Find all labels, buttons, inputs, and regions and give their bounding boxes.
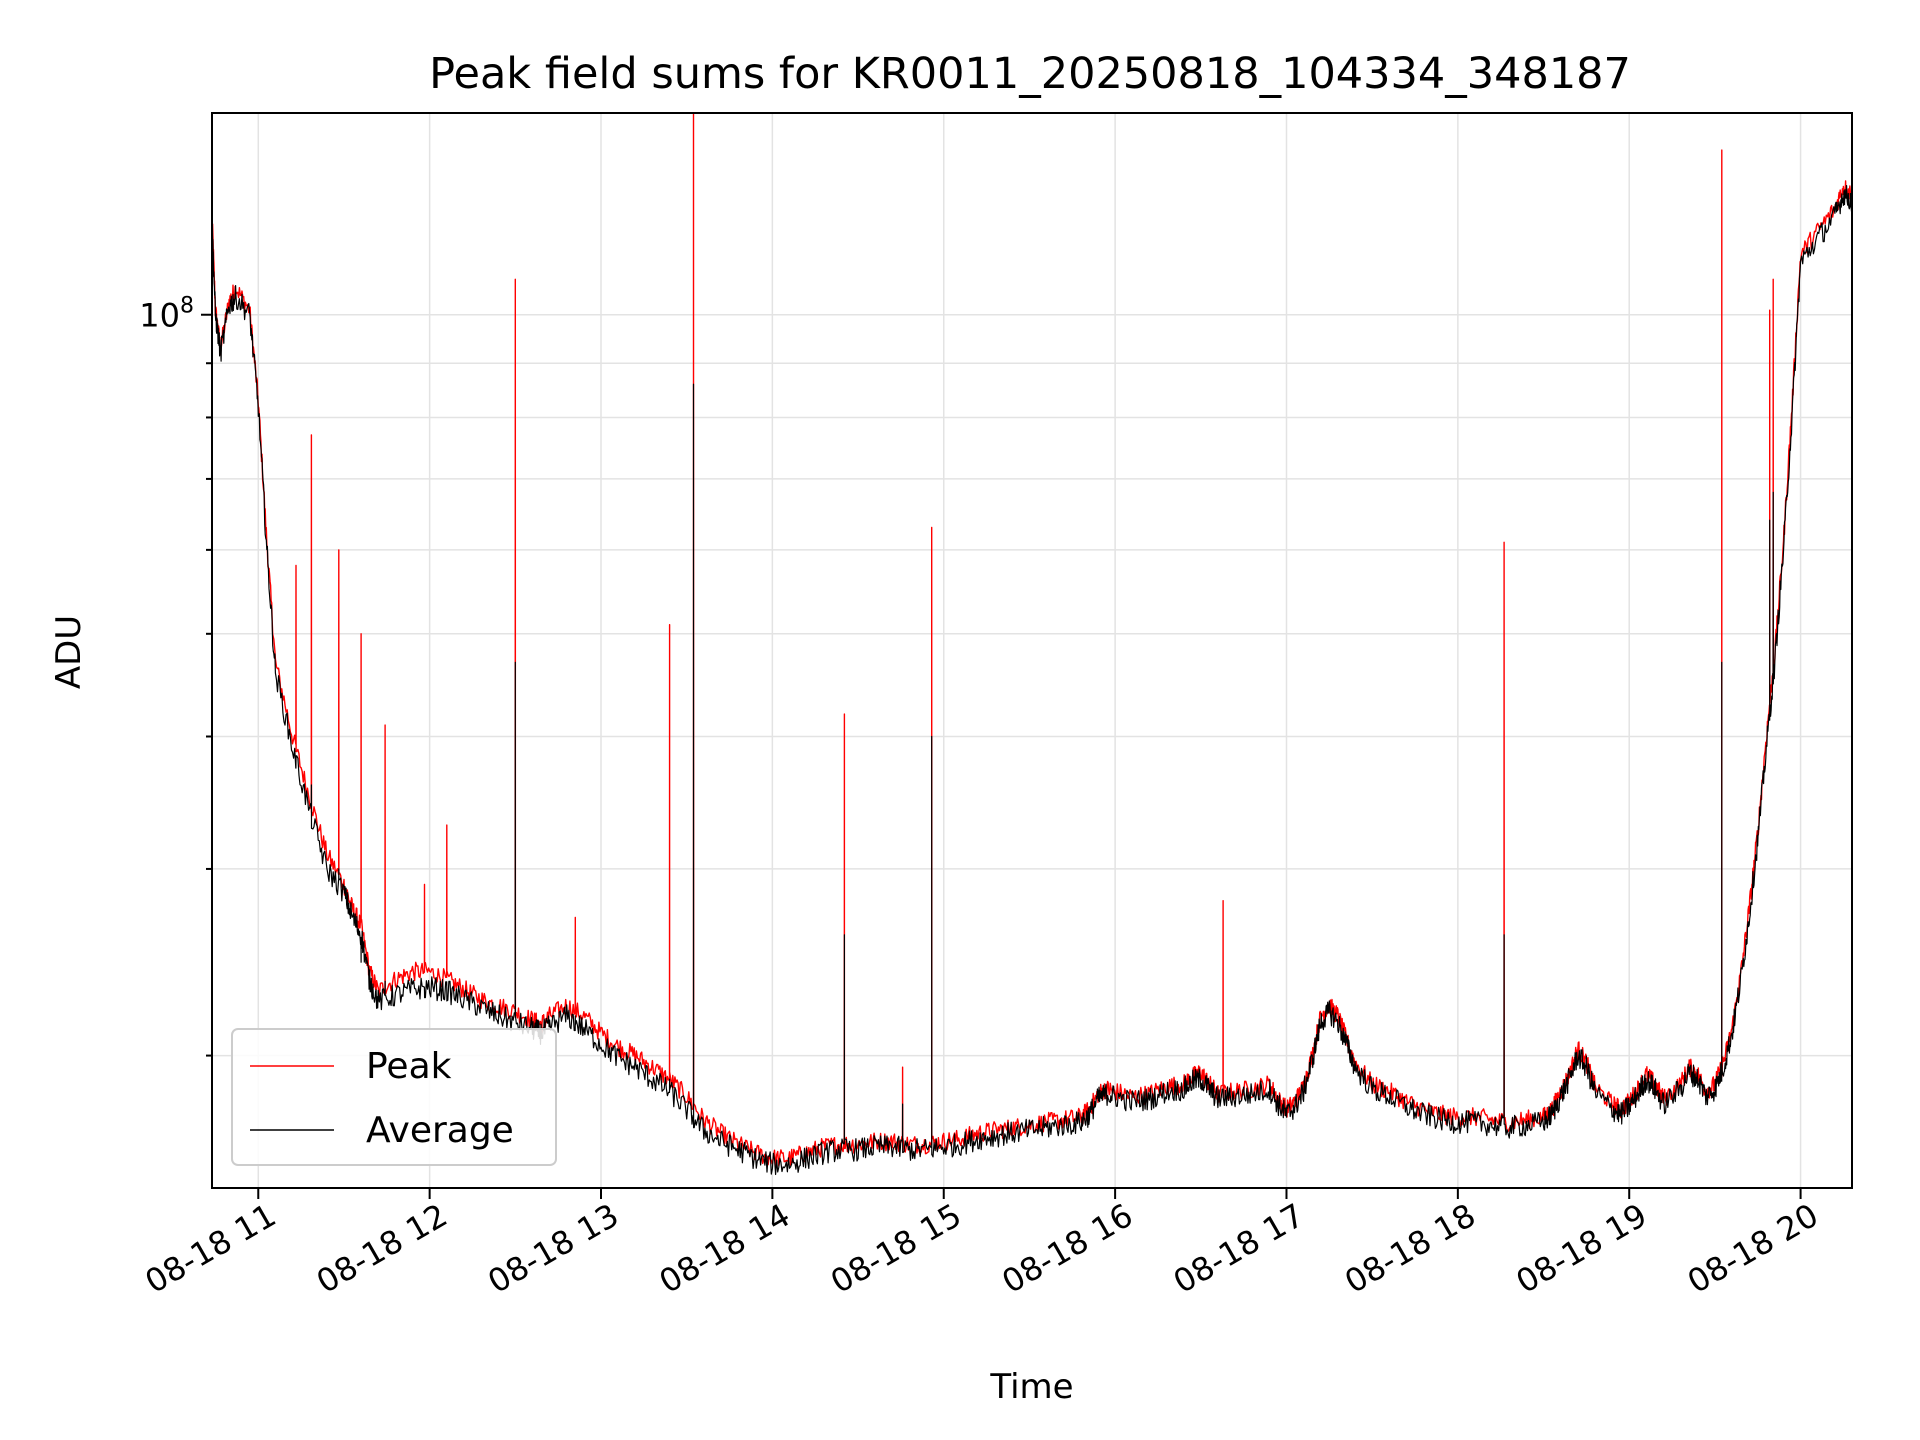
- legend: Peak Average: [231, 1028, 557, 1166]
- series-line-average: [211, 185, 1853, 1176]
- legend-box: [231, 1028, 557, 1166]
- legend-label-average: Average: [366, 1110, 514, 1151]
- chart-title: Peak field sums for KR0011_20250818_1043…: [429, 49, 1631, 99]
- legend-label-peak: Peak: [366, 1046, 452, 1087]
- y-tick-label: 108: [139, 294, 194, 335]
- series-line-peak: [211, 112, 1853, 1168]
- x-axis-label: Time: [989, 1367, 1073, 1407]
- plot-frame: [211, 112, 1853, 1189]
- series-layer: [211, 112, 1853, 1176]
- y-axis-label: ADU: [49, 615, 89, 689]
